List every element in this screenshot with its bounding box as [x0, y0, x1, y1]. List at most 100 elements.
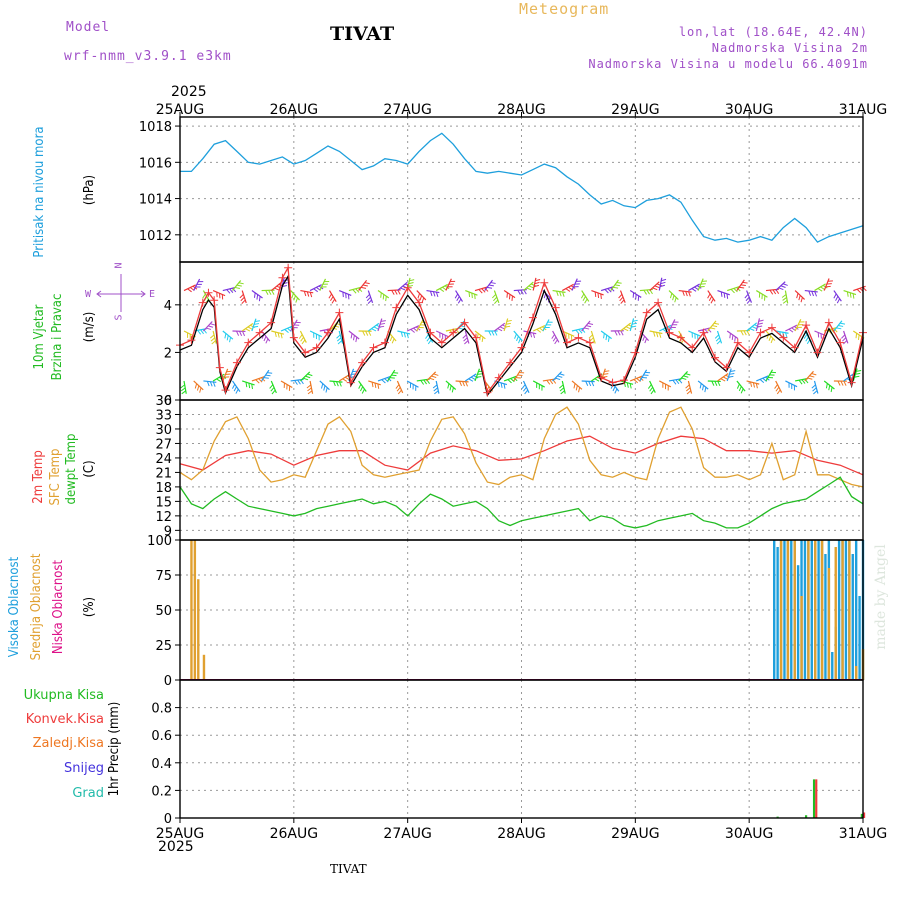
value-tick-label: 1012: [139, 229, 172, 244]
wind-arrow: [755, 290, 768, 298]
wind-barb-feather: [535, 278, 541, 282]
cloud-bar: [824, 554, 827, 680]
wind-barb-feather: [573, 383, 576, 389]
wind-barb-feather: [307, 373, 313, 377]
value-tick-label: 0.8: [151, 702, 172, 717]
wind-arrow: [503, 318, 509, 332]
wind-barb-feather: [333, 381, 336, 387]
wind-barb-feather: [811, 373, 817, 376]
wind-barb-feather: [451, 387, 454, 393]
wind-arrow: [474, 286, 488, 292]
wind-barb-feather: [256, 294, 259, 300]
wind-barb-feather: [298, 334, 303, 339]
wind-barb-feather: [507, 379, 512, 384]
wind-barb-feather: [617, 330, 621, 336]
wind-arrow: [416, 290, 427, 301]
day-tick-label-bottom: 28AUG: [497, 826, 546, 842]
wind-barb-feather: [232, 287, 237, 293]
wind-barb-feather: [380, 320, 386, 322]
wind-barb-feather: [796, 293, 799, 299]
day-tick-label-top: 25AUG: [156, 102, 205, 118]
wind-arrow: [814, 283, 826, 292]
wind-barb-feather: [808, 290, 812, 296]
wind-barb-feather: [643, 289, 647, 295]
wind-arrow: [464, 373, 477, 382]
wind-arrow: [396, 380, 404, 394]
value-tick-label: 100: [147, 534, 172, 549]
wind-arrow: [600, 368, 606, 382]
wind-barb-feather: [303, 377, 309, 381]
wind-barb-feather: [582, 296, 586, 302]
wind-barb-feather: [619, 296, 624, 302]
wind-arrow: [348, 330, 360, 340]
wind-arrow: [775, 380, 783, 393]
wind-arrow: [755, 318, 761, 332]
cloud-bar: [851, 554, 854, 680]
wind-barb-feather: [768, 335, 772, 341]
wind-barb-feather: [811, 384, 816, 389]
wind-barb-feather: [586, 325, 592, 328]
wind-barb-feather: [505, 325, 511, 328]
wind-barb-feather: [468, 378, 474, 382]
wind-barb-feather: [417, 293, 421, 299]
cloud-bar: [796, 565, 800, 680]
wind-arrow: [746, 290, 753, 303]
wind-barb-feather: [187, 288, 192, 293]
wind-arrow: [697, 327, 711, 332]
wind-arrow: [785, 380, 798, 388]
wind-barb-feather: [681, 377, 687, 380]
wind-arrow: [784, 290, 789, 304]
wind-barb-feather: [661, 278, 667, 282]
wind-barb-feather: [385, 296, 387, 302]
wind-barb-feather: [685, 373, 691, 376]
wind-barb-feather: [685, 387, 691, 392]
wind-barb-feather: [720, 291, 723, 297]
wind-barb-feather: [274, 331, 277, 337]
wind-barb-feather: [835, 296, 839, 301]
wind-barb-feather: [672, 379, 677, 385]
wind-arrow: [716, 330, 723, 344]
wind-arrow: [464, 330, 470, 344]
wind-arrow: [455, 290, 463, 302]
wind-barb-feather: [782, 297, 787, 301]
wind-barb-feather: [239, 294, 244, 299]
wind-arrow: [649, 380, 656, 393]
wind-barb-feather: [736, 383, 740, 389]
wind-barb-feather: [647, 384, 652, 389]
wind-barb-feather: [359, 386, 364, 392]
wind-arrow: [203, 380, 217, 383]
wind-barb-feather: [699, 383, 702, 389]
cloud-bar: [814, 540, 817, 680]
wind-arrow: [697, 278, 704, 291]
wind-arrow: [746, 322, 758, 332]
wind-barb-feather: [559, 384, 564, 389]
wind-barb-feather: [683, 375, 689, 378]
wind-barb-feather: [717, 381, 721, 387]
axis-ticks: 25AUG 25AUG 26AUG 26AUG 27AUG 27AUG 28AUG 28AUG…: [139, 102, 887, 842]
wind-barb-feather: [235, 388, 239, 394]
wind-arrow: [852, 368, 858, 382]
wind-barb-feather: [434, 390, 439, 395]
wind-barb-feather: [488, 284, 494, 287]
legend-conv-rain: Konvek.Kisa: [25, 712, 104, 727]
wind-barb-feather: [433, 387, 438, 392]
wind-barb-feather: [477, 373, 483, 375]
cloud-bar: [793, 540, 796, 680]
value-tick-label: 0.6: [151, 729, 172, 744]
wind-arrow: [717, 289, 730, 296]
wind-barb-feather: [423, 379, 428, 385]
wind-barb-feather: [395, 384, 400, 389]
wind-barb-feather: [551, 334, 555, 339]
wind-barb-feather: [511, 295, 513, 302]
wind-arrow: [727, 285, 740, 292]
wind-arrow: [212, 289, 226, 297]
wind-barb-feather: [276, 285, 282, 289]
wind-barb-feather: [294, 380, 298, 385]
wind-barb-feather: [234, 286, 241, 289]
wind-barb-feather: [429, 291, 433, 297]
wind-barb-feather: [652, 287, 658, 291]
wind-barb-feather: [722, 376, 728, 380]
wind-arrow: [251, 318, 257, 332]
wind-arrow: [183, 330, 196, 338]
wind-arrow: [649, 281, 660, 291]
